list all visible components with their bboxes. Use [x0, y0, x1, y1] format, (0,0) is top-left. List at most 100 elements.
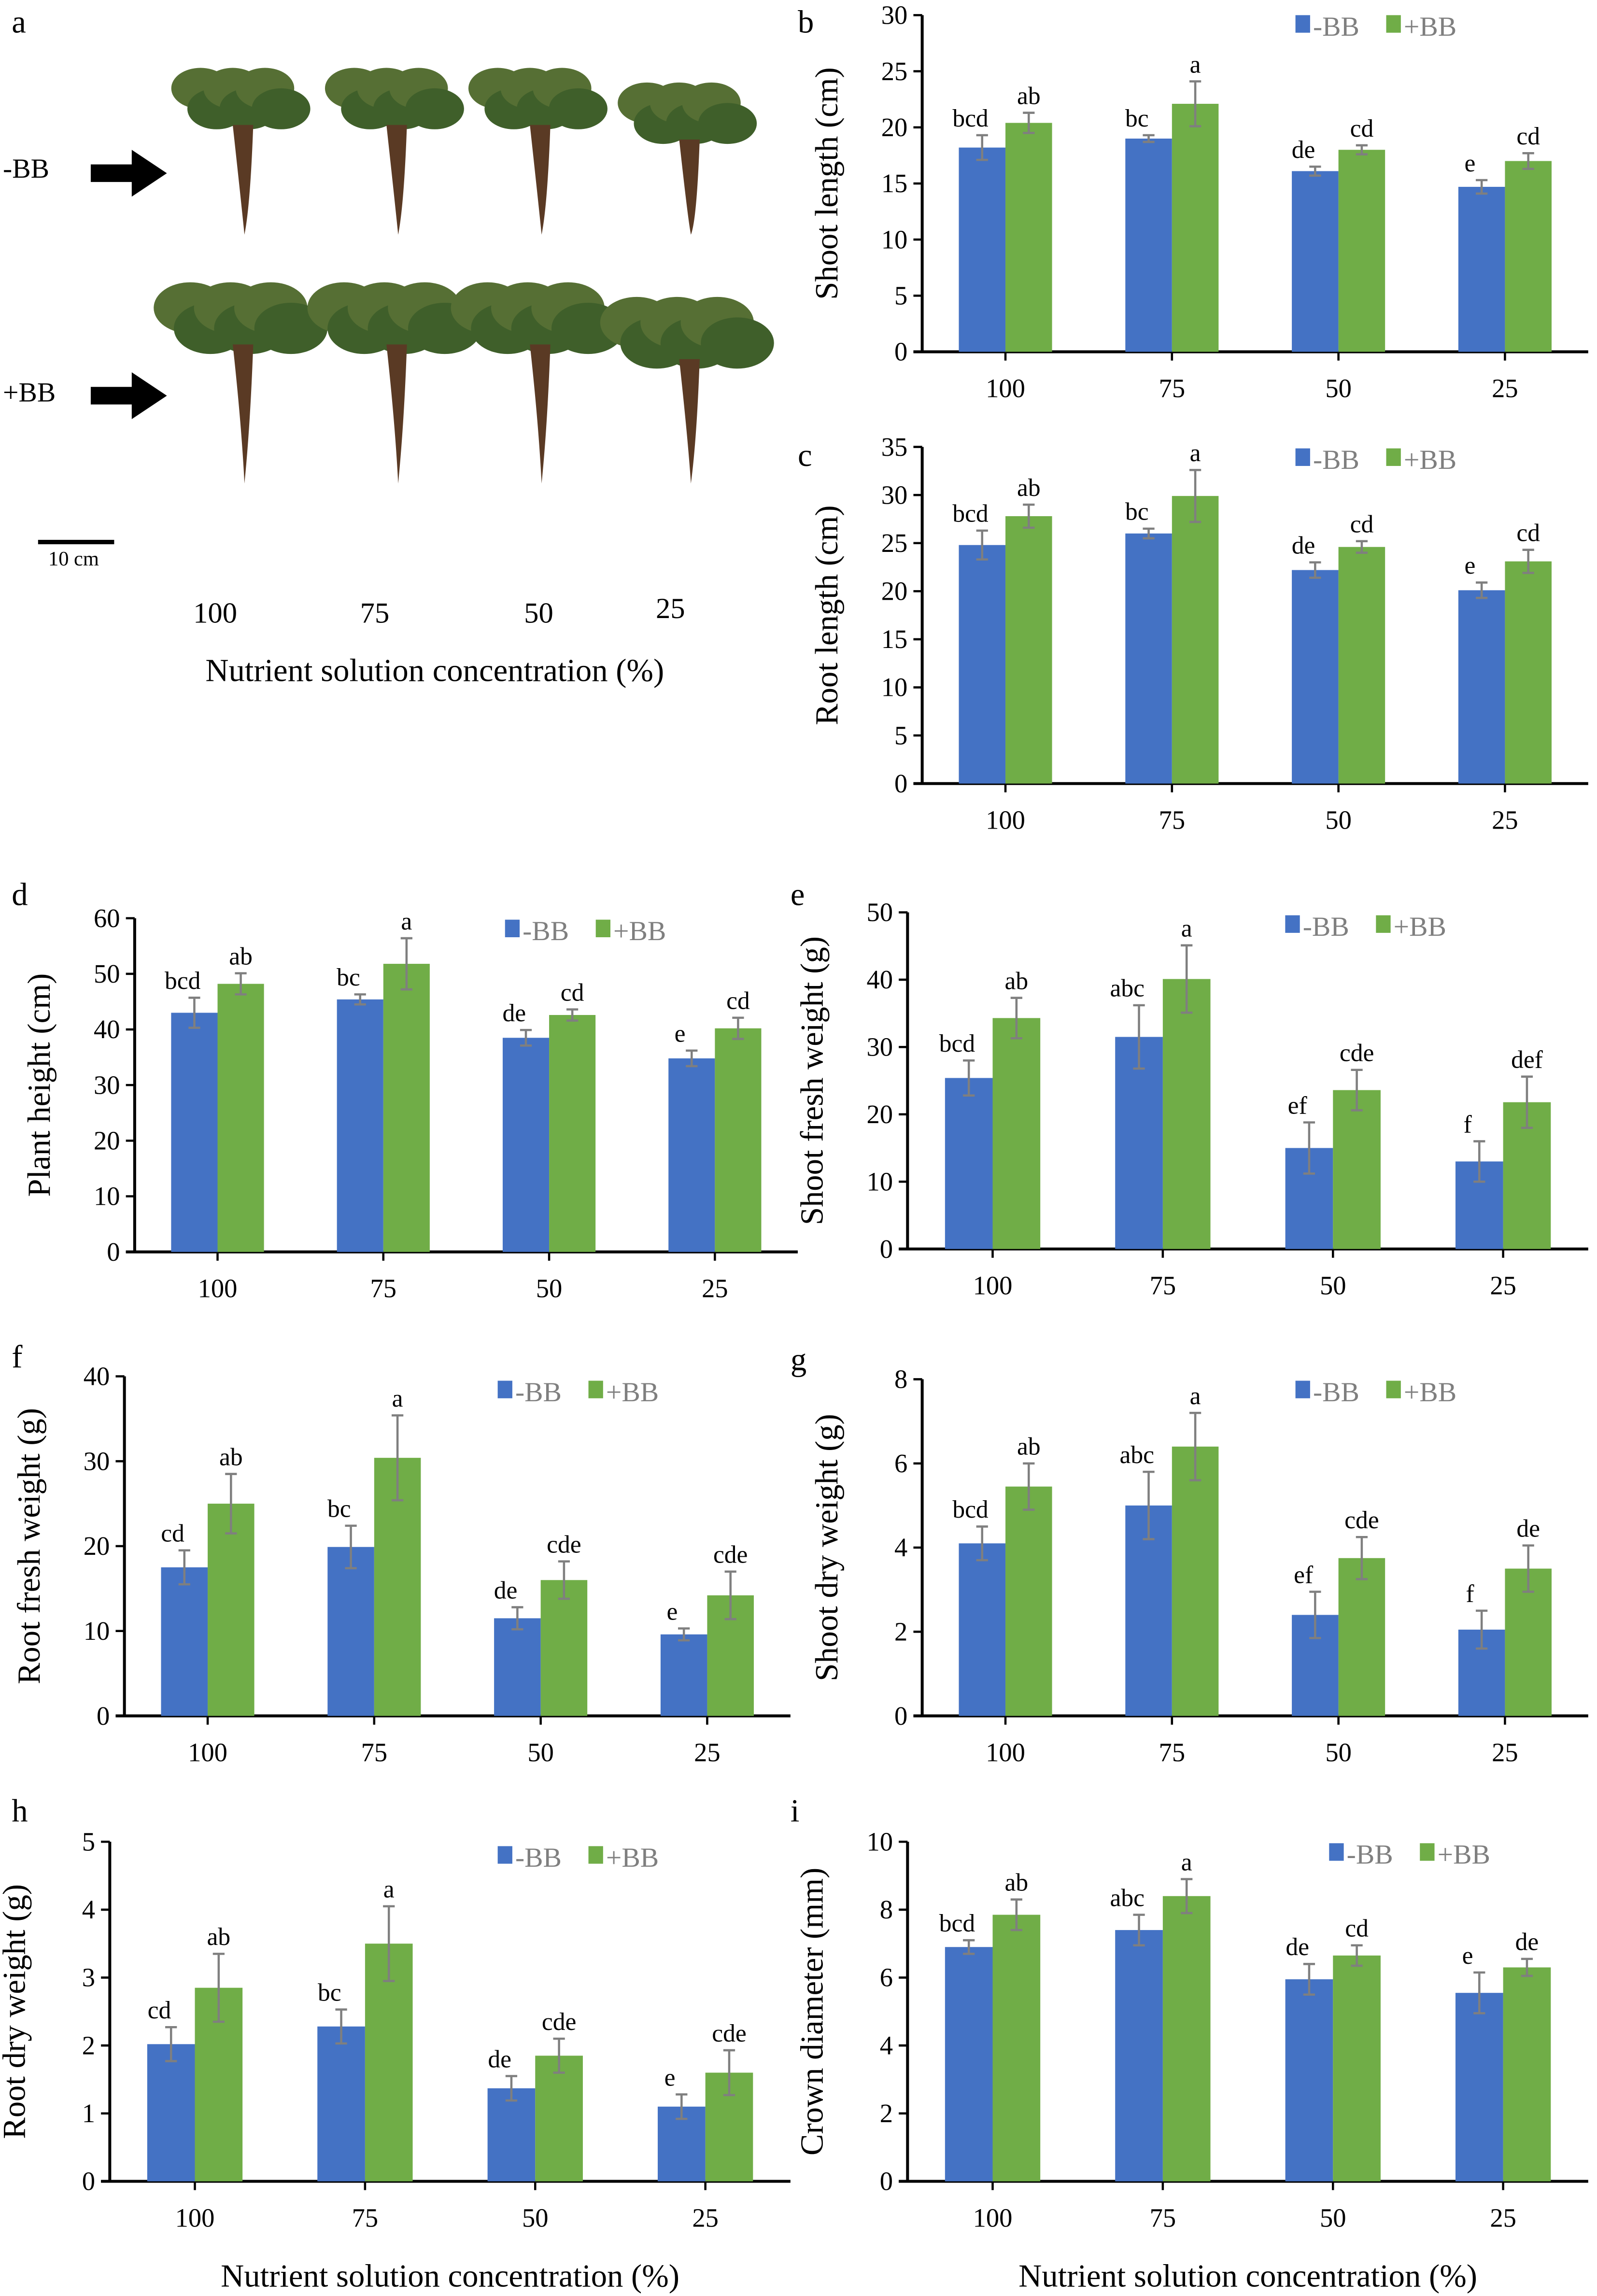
x-tick-label: 75: [370, 1274, 397, 1303]
y-axis-label: Shoot length (cm): [809, 67, 845, 299]
error-bar: [1143, 1470, 1155, 1540]
significance-letter: ab: [219, 1443, 243, 1471]
error-bar: [165, 2026, 177, 2062]
panel-label: a: [12, 5, 26, 40]
y-tick-label: 30: [866, 1032, 893, 1062]
legend-label: +BB: [613, 916, 666, 946]
error-bar: [723, 2049, 735, 2097]
significance-letter: ab: [207, 1923, 231, 1951]
significance-letter: cde: [1344, 1507, 1379, 1534]
error-bar: [976, 529, 988, 561]
error-bar: [553, 2037, 565, 2074]
bar-minus-bb: [1125, 533, 1172, 784]
significance-letter: abc: [1110, 1884, 1145, 1912]
error-bar: [1351, 1069, 1363, 1112]
bar-plus-bb: [1172, 103, 1219, 352]
row-label-minus-bb: -BB: [3, 154, 49, 184]
significance-letter: cd: [1350, 511, 1374, 538]
significance-letter: cd: [148, 1997, 171, 2024]
error-bar: [400, 937, 412, 991]
column-label: 100: [193, 597, 237, 629]
bar-minus-bb: [502, 1038, 550, 1252]
error-bar: [335, 2008, 347, 2045]
significance-letter: cd: [561, 979, 584, 1006]
bar-minus-bb: [1115, 1930, 1163, 2182]
error-bar: [354, 993, 366, 1006]
plant-image: [468, 68, 608, 235]
plant-photos: [154, 68, 774, 484]
error-bar: [1521, 1075, 1533, 1129]
error-bar: [235, 972, 247, 996]
legend-label: +BB: [1404, 12, 1456, 42]
bar-plus-bb: [992, 1018, 1041, 1249]
legend-swatch: [1386, 448, 1401, 466]
bar-minus-bb: [171, 1013, 218, 1252]
y-tick-label: 8: [894, 1365, 907, 1394]
bar-plus-bb: [1505, 161, 1552, 352]
bar-minus-bb: [945, 1078, 993, 1249]
x-tick-label: 100: [188, 1738, 227, 1767]
x-tick-label: 50: [1325, 1738, 1352, 1767]
error-bar: [1473, 1971, 1485, 2014]
panel-label: f: [12, 1339, 23, 1375]
row-label-plus-bb: +BB: [3, 378, 56, 408]
bar-plus-bb: [1162, 979, 1211, 1249]
significance-letter: de: [494, 1577, 518, 1604]
x-tick-label: 50: [522, 2203, 549, 2232]
x-tick-label: 75: [1159, 805, 1186, 835]
bar-plus-bb: [1505, 1568, 1552, 1716]
significance-letter: a: [1190, 1382, 1201, 1410]
error-bar: [1023, 1462, 1035, 1511]
error-bar: [1356, 540, 1368, 554]
right-arrow-icon: [90, 150, 167, 197]
chart-b: b 0 5 10 15 20 25 30 Shoot length (cm) 100 bcd ab 75…: [798, 0, 1588, 403]
y-axis-label: Root fresh weight (g): [12, 1408, 47, 1684]
panel-label: h: [12, 1793, 28, 1829]
error-bar: [1189, 80, 1201, 127]
error-bar: [1351, 1944, 1363, 1967]
bar-plus-bb: [1338, 1558, 1385, 1716]
significance-letter: cd: [1345, 1915, 1369, 1943]
legend-swatch: [1376, 915, 1391, 933]
error-bar: [558, 1560, 570, 1600]
legend-swatch: [497, 1846, 512, 1864]
significance-letter: bc: [327, 1495, 351, 1523]
y-axis-label: Shoot dry weight (g): [809, 1414, 845, 1681]
significance-letter: bcd: [939, 1910, 975, 1937]
bar-plus-bb: [1503, 1967, 1551, 2182]
significance-letter: cd: [1350, 115, 1374, 142]
significance-letter: a: [1190, 51, 1201, 78]
significance-letter: de: [488, 2045, 511, 2073]
x-tick-label: 25: [1492, 805, 1518, 835]
legend-swatch: [1329, 1843, 1344, 1861]
error-bar: [1473, 1140, 1485, 1183]
error-bar: [1309, 1591, 1321, 1639]
y-tick-label: 15: [881, 169, 908, 198]
x-tick-label: 25: [1492, 1738, 1518, 1767]
x-tick-label: 100: [973, 2203, 1013, 2232]
significance-letter: f: [1463, 1111, 1472, 1138]
significance-letter: a: [1190, 439, 1201, 467]
panel-label: g: [791, 1342, 806, 1378]
y-tick-label: 0: [880, 1234, 893, 1264]
significance-letter: a: [401, 908, 412, 935]
error-bar: [1303, 1121, 1315, 1175]
bar-plus-bb: [715, 1028, 762, 1252]
significance-letter: abc: [1120, 1441, 1155, 1469]
plant-image: [618, 82, 757, 235]
error-bar: [724, 1570, 736, 1620]
x-tick-label: 75: [352, 2203, 379, 2232]
column-label: 25: [656, 592, 685, 625]
bar-minus-bb: [147, 2044, 195, 2182]
significance-letter: e: [664, 2064, 676, 2091]
x-tick-label: 25: [694, 1738, 721, 1767]
error-bar: [520, 1028, 532, 1047]
significance-letter: bcd: [165, 967, 201, 995]
y-tick-label: 20: [881, 113, 908, 142]
significance-letter: e: [1464, 552, 1475, 579]
bar-minus-bb: [1115, 1037, 1163, 1249]
legend-swatch: [588, 1380, 603, 1398]
y-tick-label: 0: [894, 337, 907, 366]
